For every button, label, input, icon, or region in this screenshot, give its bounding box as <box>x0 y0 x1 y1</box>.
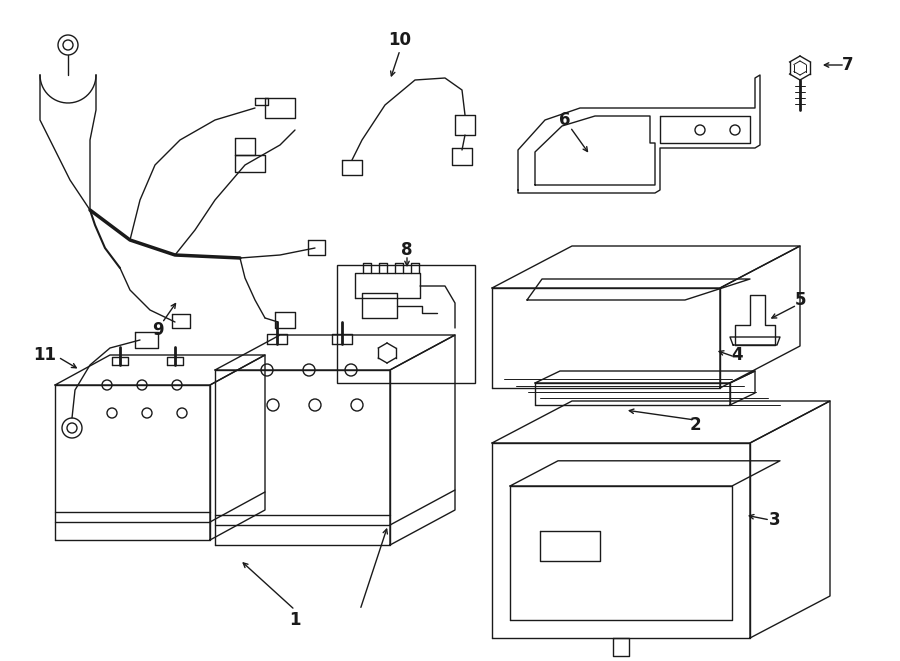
Text: 5: 5 <box>794 291 806 309</box>
Text: 9: 9 <box>152 321 164 339</box>
Text: 6: 6 <box>559 111 571 129</box>
Text: 1: 1 <box>289 611 301 629</box>
Text: 4: 4 <box>731 346 742 364</box>
Text: 2: 2 <box>689 416 701 434</box>
Text: 3: 3 <box>770 511 781 529</box>
Text: 8: 8 <box>401 241 413 259</box>
Bar <box>337 265 475 383</box>
Text: 11: 11 <box>33 346 57 364</box>
Text: 10: 10 <box>389 31 411 49</box>
Text: 7: 7 <box>842 56 854 74</box>
